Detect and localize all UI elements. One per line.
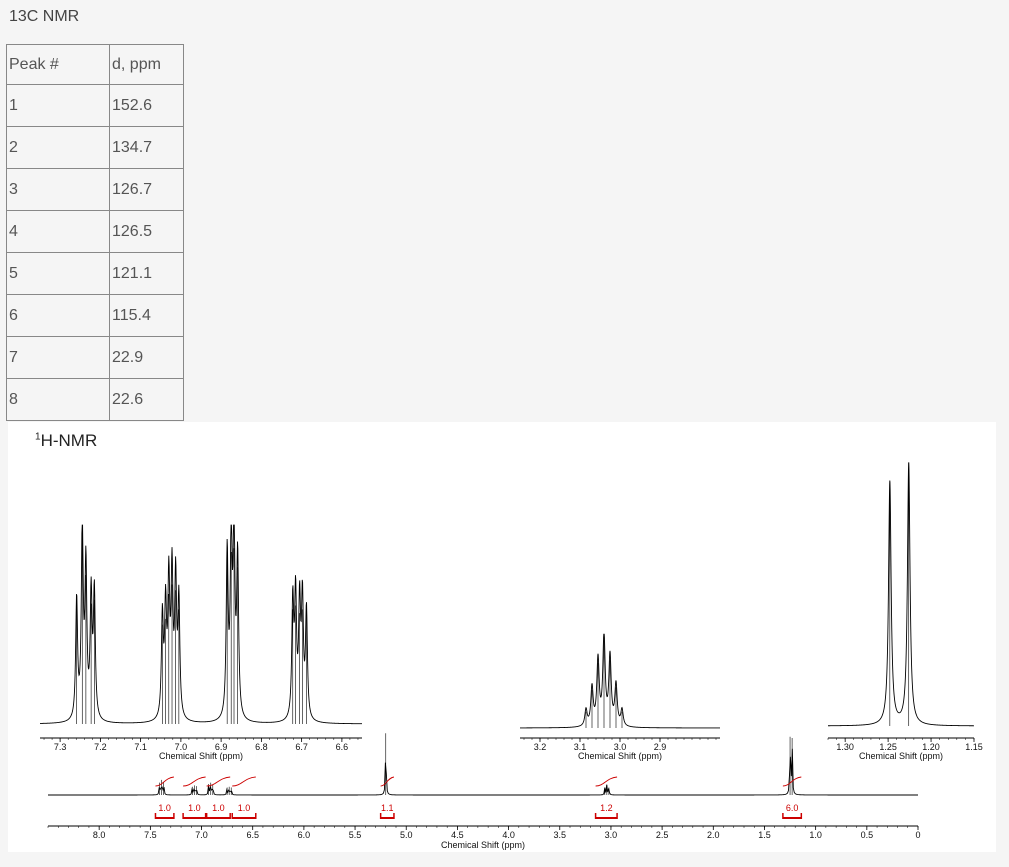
tick-label: 5.0: [400, 830, 413, 840]
tick-label: 6.6: [336, 742, 349, 752]
tick-label: 8.0: [93, 830, 106, 840]
hnmr-title-superscript: 1: [35, 431, 41, 443]
tick-label: 1.5: [758, 830, 771, 840]
table-cell: 152.6: [109, 84, 184, 127]
table-cell: 126.7: [109, 168, 184, 211]
tick-label: 0: [915, 830, 920, 840]
integration-label: 1.0: [188, 803, 201, 813]
hnmr-title: 1H-NMR: [35, 431, 97, 451]
inset-methyl-trace: [828, 462, 974, 727]
tick-label: 2.9: [654, 742, 667, 752]
column-header: Peak #: [6, 44, 110, 85]
tick-label: 6.0: [298, 830, 311, 840]
inset-methine-trace: [520, 633, 720, 729]
table-cell: 5: [6, 252, 110, 295]
inset-aromatic-x-axis-title: Chemical Shift (ppm): [159, 751, 243, 761]
table-row: 3 126.7: [6, 168, 184, 211]
table-cell: 126.5: [109, 210, 184, 253]
tick-label: 3.1: [574, 742, 587, 752]
main-spectrum-x-axis-title: Chemical Shift (ppm): [441, 840, 525, 850]
table-cell: 3: [6, 168, 110, 211]
tick-label: 0.5: [861, 830, 874, 840]
nmr-spectrum-chart: 8.0 7.5 7.0 6.5 6.0 5.5 5.0 4.5 4.0 3.5 3.0 2.5 2.0 1…: [40, 462, 983, 850]
table-cell: 4: [6, 210, 110, 253]
tick-label: 2.0: [707, 830, 720, 840]
inset-methine-x-axis-title: Chemical Shift (ppm): [578, 751, 662, 761]
table-cell: 121.1: [109, 252, 184, 295]
tick-label: 6.7: [295, 742, 308, 752]
integral-curve: [380, 776, 395, 787]
page-title: 13C NMR: [9, 8, 80, 25]
tick-label: 7.5: [144, 830, 157, 840]
table-cell: 7: [6, 336, 110, 379]
table-cell: 22.9: [109, 336, 184, 379]
tick-label: 1.15: [965, 742, 983, 752]
tick-label: 7.0: [195, 830, 208, 840]
table-row: 4 126.5: [6, 210, 184, 253]
tick-label: 1.25: [879, 742, 897, 752]
integral-curve: [155, 776, 174, 787]
table-cell: 22.6: [109, 378, 184, 421]
tick-label: 6.5: [246, 830, 259, 840]
integration-label: 6.0: [786, 803, 799, 813]
table-row: 8 22.6: [6, 378, 184, 421]
inset-methyl-x-axis-title: Chemical Shift (ppm): [859, 751, 943, 761]
table-cell: 134.7: [109, 126, 184, 169]
tick-label: 7.3: [54, 742, 67, 752]
integration-label: 1.0: [238, 803, 251, 813]
table-cell: 115.4: [109, 294, 184, 337]
integral-curve: [183, 776, 206, 787]
integral-curve: [232, 776, 256, 787]
hnmr-spectrum-panel: 1H-NMR 8.0 7.5 7.0 6.5 6.0 5.5 5.0 4.5 4.0 3.5 3.0…: [8, 422, 996, 852]
tick-label: 1.30: [836, 742, 854, 752]
table-row: 6 115.4: [6, 294, 184, 337]
table-row: 7 22.9: [6, 336, 184, 379]
tick-label: 1.20: [922, 742, 940, 752]
table-cell: 1: [6, 84, 110, 127]
tick-label: 5.5: [349, 830, 362, 840]
integral-curve: [595, 776, 618, 787]
tick-label: 6.9: [215, 742, 228, 752]
table-header-row: Peak # d, ppm: [6, 44, 184, 85]
integration-label: 1.2: [600, 803, 613, 813]
tick-label: 7.0: [175, 742, 188, 752]
integration-label: 1.0: [212, 803, 225, 813]
tick-label: 4.5: [451, 830, 464, 840]
tick-label: 2.5: [656, 830, 669, 840]
table-cell: 2: [6, 126, 110, 169]
hnmr-title-text: H-NMR: [40, 431, 98, 450]
inset-aromatic-trace: [40, 524, 362, 725]
tick-label: 7.2: [94, 742, 107, 752]
tick-label: 4.0: [502, 830, 515, 840]
main-spectrum-trace: [48, 748, 918, 796]
integration-label: 1.0: [158, 803, 171, 813]
table-row: 1 152.6: [6, 84, 184, 127]
tick-label: 7.1: [134, 742, 147, 752]
tick-label: 3.2: [534, 742, 547, 752]
peak-table: Peak # d, ppm 1 152.6 2 134.7 3 126.7 4 126.…: [6, 44, 184, 421]
tick-label: 3.5: [554, 830, 567, 840]
tick-label: 1.0: [809, 830, 822, 840]
tick-label: 3.0: [605, 830, 618, 840]
tick-label: 3.0: [614, 742, 627, 752]
table-cell: 6: [6, 294, 110, 337]
table-cell: 8: [6, 378, 110, 421]
table-row: 2 134.7: [6, 126, 184, 169]
tick-label: 6.8: [255, 742, 268, 752]
integral-curve: [206, 776, 231, 787]
integration-label: 1.1: [381, 803, 394, 813]
column-header: d, ppm: [109, 44, 184, 85]
integral-curve: [782, 776, 802, 787]
table-row: 5 121.1: [6, 252, 184, 295]
